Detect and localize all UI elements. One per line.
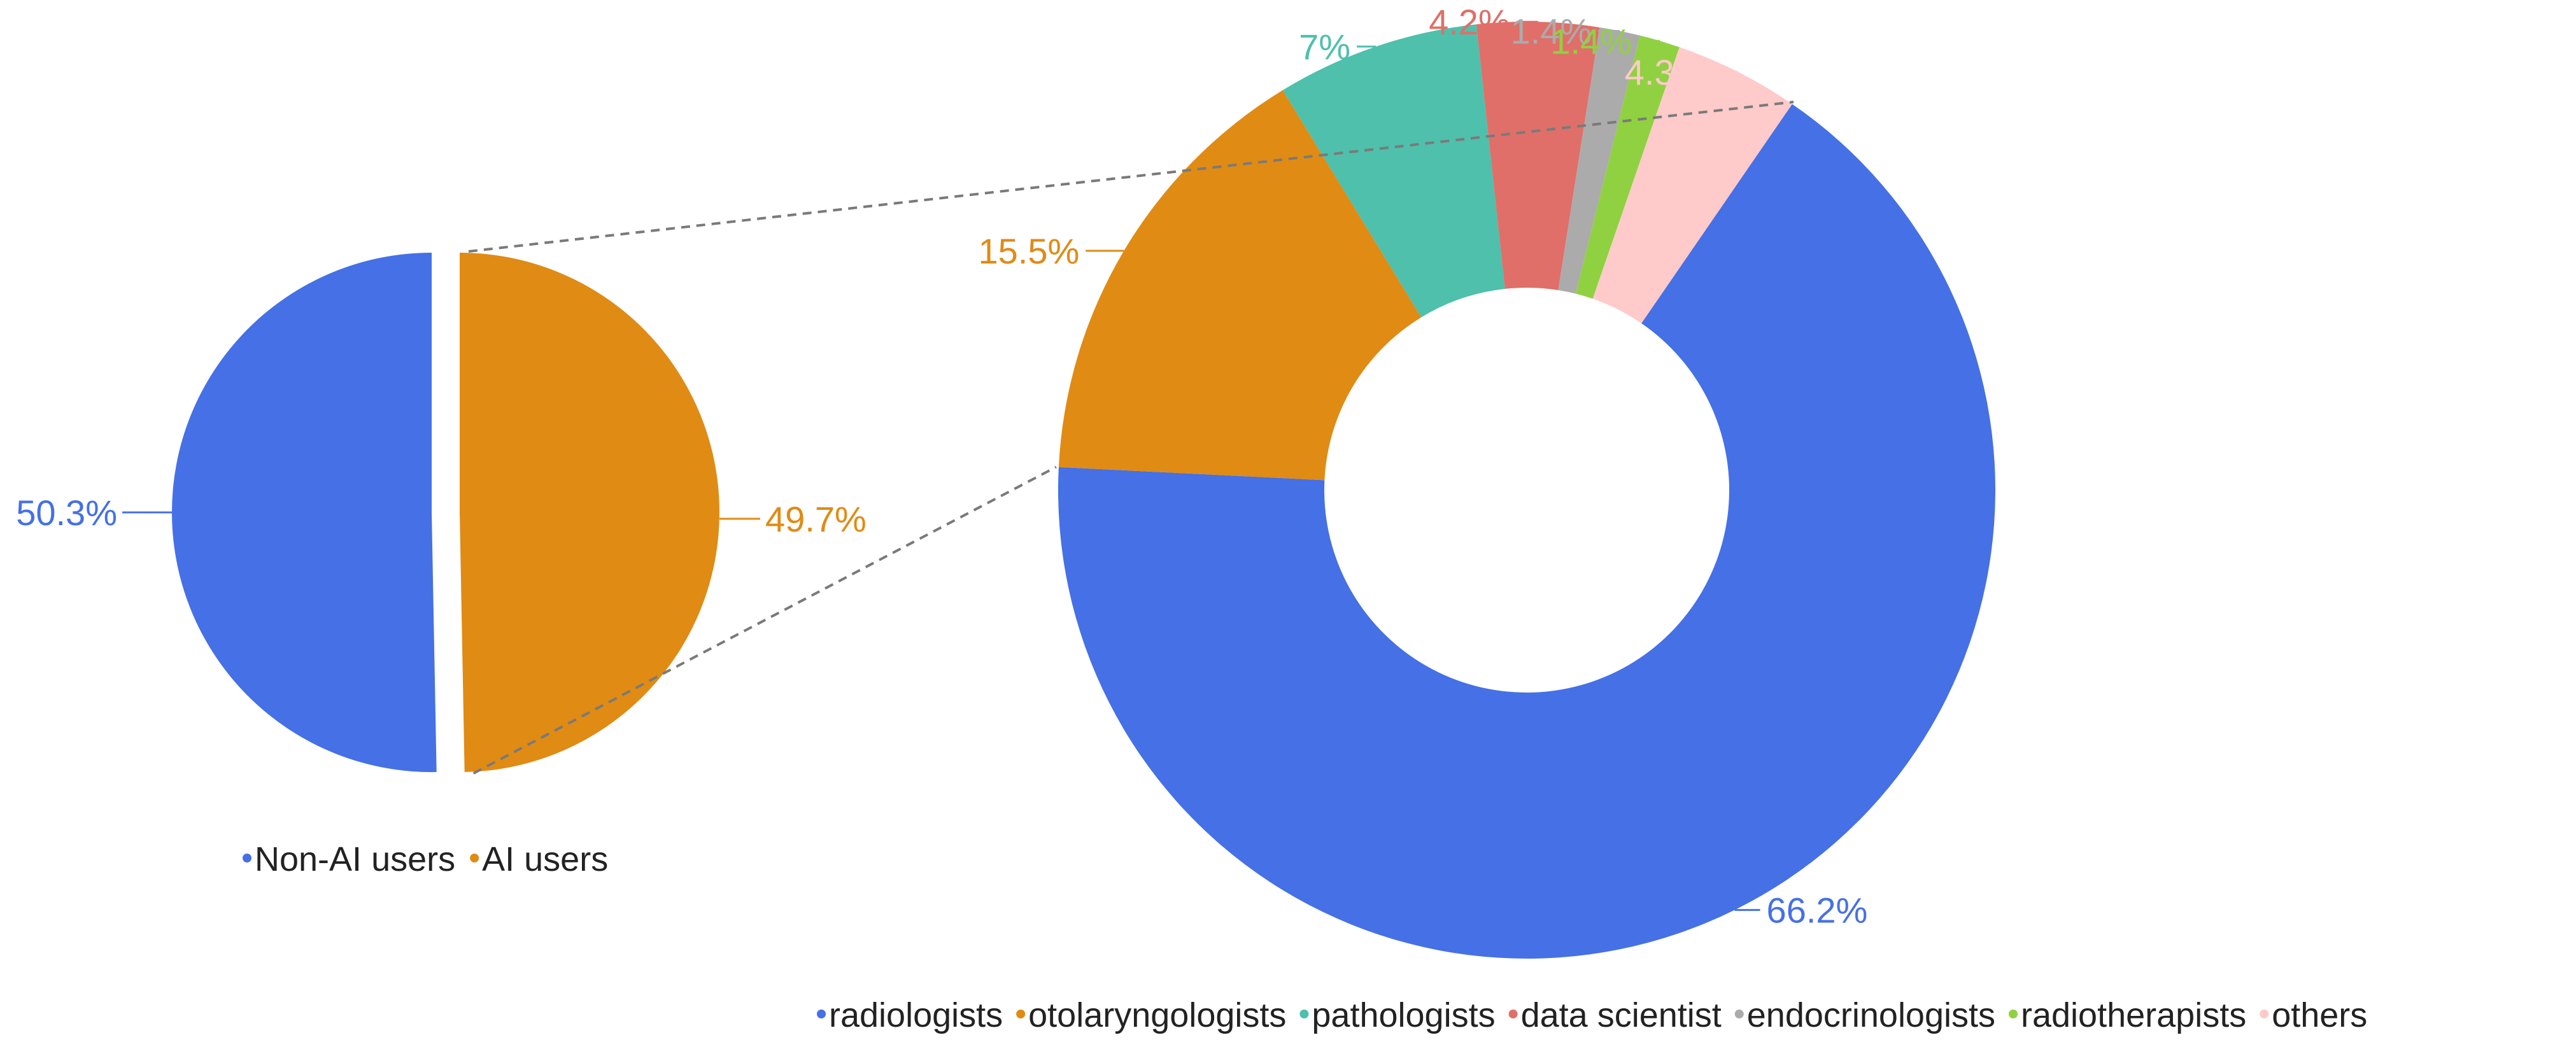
data-label-endocrinologists: 1.4% xyxy=(1511,11,1592,52)
data-label-radiologists: 66.2% xyxy=(1767,891,1868,931)
legend-marker-radiotherapists xyxy=(2009,1010,2018,1018)
legend-label-endocrinologists: endocrinologists xyxy=(1747,996,1995,1034)
legend-label-data-scientist: data scientist xyxy=(1521,996,1722,1034)
legend-marker-data-scientist xyxy=(1508,1010,1518,1018)
legend-marker-non-ai-users xyxy=(243,854,251,862)
data-label-non-ai-users: 50.3% xyxy=(16,493,117,533)
legend-marker-ai-users xyxy=(470,854,479,862)
donut-slice-others xyxy=(1592,47,1792,323)
legend-label-ai-users: AI users xyxy=(482,840,608,878)
legend-right: radiologists otolaryngologists pathologist… xyxy=(817,996,2367,1034)
legend-marker-radiologists xyxy=(817,1010,826,1018)
legend-label-others: others xyxy=(2272,996,2367,1034)
pie-slice-non-ai-users xyxy=(171,253,437,772)
data-label-otolaryngologists: 15.5% xyxy=(978,231,1079,271)
legend-label-otolaryngologists: otolaryngologists xyxy=(1028,996,1286,1034)
legend-marker-otolaryngologists xyxy=(1016,1010,1026,1018)
data-label-others: 4.3% xyxy=(1625,52,1706,92)
donut-slice-endocrinologists xyxy=(1558,27,1640,294)
donut-slice-otolaryngologists xyxy=(1058,90,1422,481)
pie-slice-ai-users xyxy=(460,253,719,772)
donut-slice-radiotherapists xyxy=(1575,35,1680,299)
data-label-radiotherapists: 1.4% xyxy=(1550,21,1632,61)
legend-label-radiotherapists: radiotherapists xyxy=(2021,996,2246,1034)
legend-left: Non-AI users AI users xyxy=(243,840,608,878)
legend-label-radiologists: radiologists xyxy=(829,996,1003,1034)
legend-label-pathologists: pathologists xyxy=(1312,996,1495,1034)
data-label-data-scientist: 4.2% xyxy=(1429,2,1510,42)
data-label-ai-users: 49.7% xyxy=(765,499,867,539)
connector-line-bottom xyxy=(472,465,1057,775)
connector-line-top xyxy=(468,101,1794,253)
legend-marker-others xyxy=(2260,1010,2269,1018)
legend-marker-endocrinologists xyxy=(1734,1010,1744,1018)
data-label-pathologists: 7% xyxy=(1299,27,1350,67)
legend-label-non-ai-users: Non-AI users xyxy=(255,840,455,878)
donut-slice-pathologists xyxy=(1282,24,1505,318)
legend-marker-pathologists xyxy=(1299,1010,1309,1018)
donut-slice-radiologists xyxy=(1058,104,1995,959)
donut-slice-data-scientist xyxy=(1476,21,1600,290)
